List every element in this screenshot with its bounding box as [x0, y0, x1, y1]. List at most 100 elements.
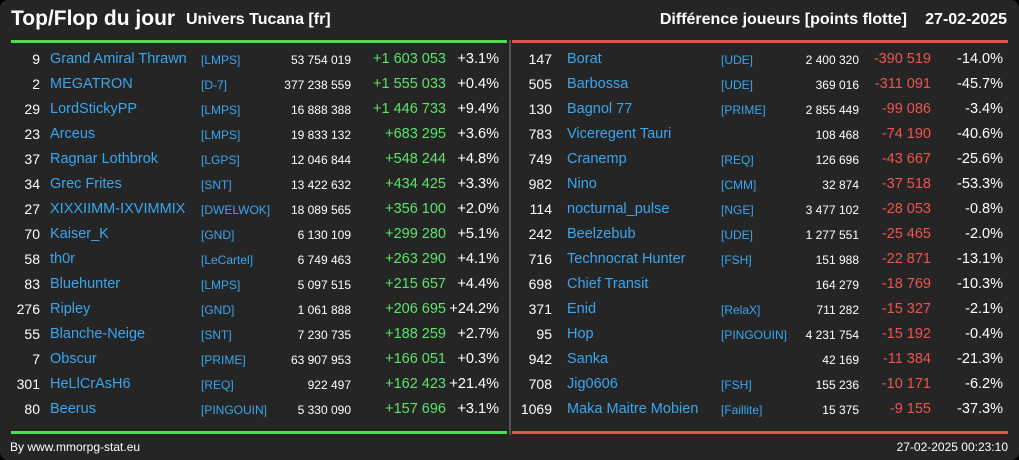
table-row: 505 Barbossa [UDE] 369 016 -311 091 -45.7% [511, 72, 1019, 97]
alliance-tag[interactable]: [CMM] [721, 178, 757, 192]
alliance-tag[interactable]: [LMPS] [201, 103, 241, 117]
player-name-link[interactable]: MEGATRON [50, 76, 133, 92]
player-points: 1 277 551 [805, 228, 859, 242]
player-name-link[interactable]: Nino [567, 176, 597, 192]
player-name-link[interactable]: Bluehunter [50, 276, 121, 292]
alliance-tag[interactable]: [FSH] [721, 378, 752, 392]
player-name-link[interactable]: Blanche-Neige [50, 326, 146, 342]
points-delta: +434 425 [385, 176, 446, 192]
table-row: 942 Sanka 42 169 -11 384 -21.3% [511, 347, 1019, 372]
player-name-link[interactable]: Borat [567, 51, 602, 67]
player-points: 4 231 754 [805, 328, 859, 342]
alliance-tag[interactable]: [DWELWOK] [201, 203, 271, 217]
alliance-tag[interactable]: [NGE] [721, 203, 754, 217]
top-divider-bottom [11, 431, 507, 434]
player-points: 16 888 388 [290, 103, 351, 117]
points-delta: +206 695 [385, 301, 446, 317]
percent-change: +24.2% [449, 301, 499, 317]
points-delta: +166 051 [385, 351, 446, 367]
player-name-link[interactable]: Chief Transit [567, 276, 649, 292]
alliance-tag[interactable]: [LGPS] [201, 153, 240, 167]
player-name-link[interactable]: Grand Amiral Thrawn [50, 51, 187, 67]
player-points: 6 749 463 [297, 253, 351, 267]
player-name-link[interactable]: th0r [50, 251, 75, 267]
percent-change: +0.4% [457, 76, 499, 92]
player-name-link[interactable]: Technocrat Hunter [567, 251, 686, 267]
player-points: 19 833 132 [290, 128, 351, 142]
alliance-tag[interactable]: [LMPS] [201, 278, 241, 292]
alliance-tag[interactable]: [UDE] [721, 228, 754, 242]
alliance-tag[interactable]: [PRIME] [201, 353, 246, 367]
table-row: 371 Enid [RelaX] 711 282 -15 327 -2.1% [511, 297, 1019, 322]
percent-change: -13.1% [957, 251, 1003, 267]
alliance-tag[interactable]: [REQ] [721, 153, 754, 167]
alliance-tag[interactable]: [UDE] [721, 53, 754, 67]
alliance-tag[interactable]: [LMPS] [201, 53, 241, 67]
player-rank: 716 [528, 251, 552, 267]
player-name-link[interactable]: Grec Frites [50, 176, 122, 192]
alliance-tag[interactable]: [REQ] [201, 378, 234, 392]
alliance-tag[interactable]: [SNT] [201, 328, 232, 342]
player-points: 126 696 [815, 153, 859, 167]
points-delta: -390 519 [873, 51, 931, 67]
alliance-tag[interactable]: [LeCartel] [201, 253, 254, 267]
table-row: 37 Ragnar Lothbrok [LGPS] 12 046 844 +548 24… [0, 147, 509, 172]
alliance-tag[interactable]: [UDE] [721, 78, 754, 92]
percent-change: +4.8% [457, 151, 499, 167]
percent-change: -21.3% [957, 351, 1003, 367]
table-row: 749 Cranemp [REQ] 126 696 -43 667 -25.6% [511, 147, 1019, 172]
player-name-link[interactable]: XIXXIIMM-IXVIMMIX [50, 201, 186, 217]
alliance-tag[interactable]: [FSH] [721, 253, 752, 267]
alliance-tag[interactable]: [PRIME] [721, 103, 766, 117]
player-name-link[interactable]: HeLlCrAsH6 [50, 376, 131, 392]
table-row: 70 Kaiser_K [GND] 6 130 109 +299 280 +5.1% [0, 222, 509, 247]
points-delta: -28 053 [881, 201, 931, 217]
points-delta: -22 871 [881, 251, 931, 267]
player-rank: 698 [528, 276, 552, 292]
player-name-link[interactable]: Viceregent Tauri [567, 126, 672, 142]
alliance-tag[interactable]: [LMPS] [201, 128, 241, 142]
player-points: 42 169 [822, 353, 859, 367]
player-name-link[interactable]: Enid [567, 301, 597, 317]
player-name-link[interactable]: Obscur [50, 351, 97, 367]
player-name-link[interactable]: Sanka [567, 351, 609, 367]
alliance-tag[interactable]: [Faillite] [721, 403, 763, 417]
universe-label: Univers Tucana [fr] [186, 11, 331, 28]
player-name-link[interactable]: Jig0606 [567, 376, 618, 392]
flop-divider-bottom [512, 431, 1008, 434]
points-delta: +683 295 [385, 126, 446, 142]
player-rank: 505 [528, 76, 552, 92]
alliance-tag[interactable]: [PINGOUIN] [721, 328, 788, 342]
player-name-link[interactable]: Ragnar Lothbrok [50, 151, 159, 167]
player-name-link[interactable]: LordStickyPP [50, 101, 138, 117]
player-name-link[interactable]: Maka Maitre Mobien [567, 401, 699, 417]
alliance-tag[interactable]: [RelaX] [721, 303, 761, 317]
player-name-link[interactable]: Bagnol 77 [567, 101, 633, 117]
player-name-link[interactable]: Barbossa [567, 76, 629, 92]
points-delta: -99 086 [881, 101, 931, 117]
points-delta: -18 769 [881, 276, 931, 292]
alliance-tag[interactable]: [D-7] [201, 78, 228, 92]
player-name-link[interactable]: Hop [567, 326, 594, 342]
alliance-tag[interactable]: [GND] [201, 228, 235, 242]
player-rank: 371 [528, 301, 552, 317]
player-name-link[interactable]: Kaiser_K [50, 226, 109, 242]
table-row: 95 Hop [PINGOUIN] 4 231 754 -15 192 -0.4% [511, 322, 1019, 347]
percent-change: -40.6% [957, 126, 1003, 142]
player-rank: 58 [24, 251, 40, 267]
alliance-tag[interactable]: [SNT] [201, 178, 232, 192]
player-name-link[interactable]: nocturnal_pulse [567, 201, 670, 217]
flop-divider-top [512, 40, 1008, 43]
player-name-link[interactable]: Arceus [50, 126, 96, 142]
player-rank: 130 [528, 101, 552, 117]
player-name-link[interactable]: Cranemp [567, 151, 627, 167]
player-name-link[interactable]: Beerus [50, 401, 96, 417]
player-name-link[interactable]: Ripley [50, 301, 91, 317]
alliance-tag[interactable]: [GND] [201, 303, 235, 317]
player-rank: 7 [32, 351, 40, 367]
player-rank: 23 [24, 126, 40, 142]
alliance-tag[interactable]: [PINGOUIN] [201, 403, 268, 417]
player-name-link[interactable]: Beelzebub [567, 226, 636, 242]
player-rank: 80 [24, 401, 40, 417]
